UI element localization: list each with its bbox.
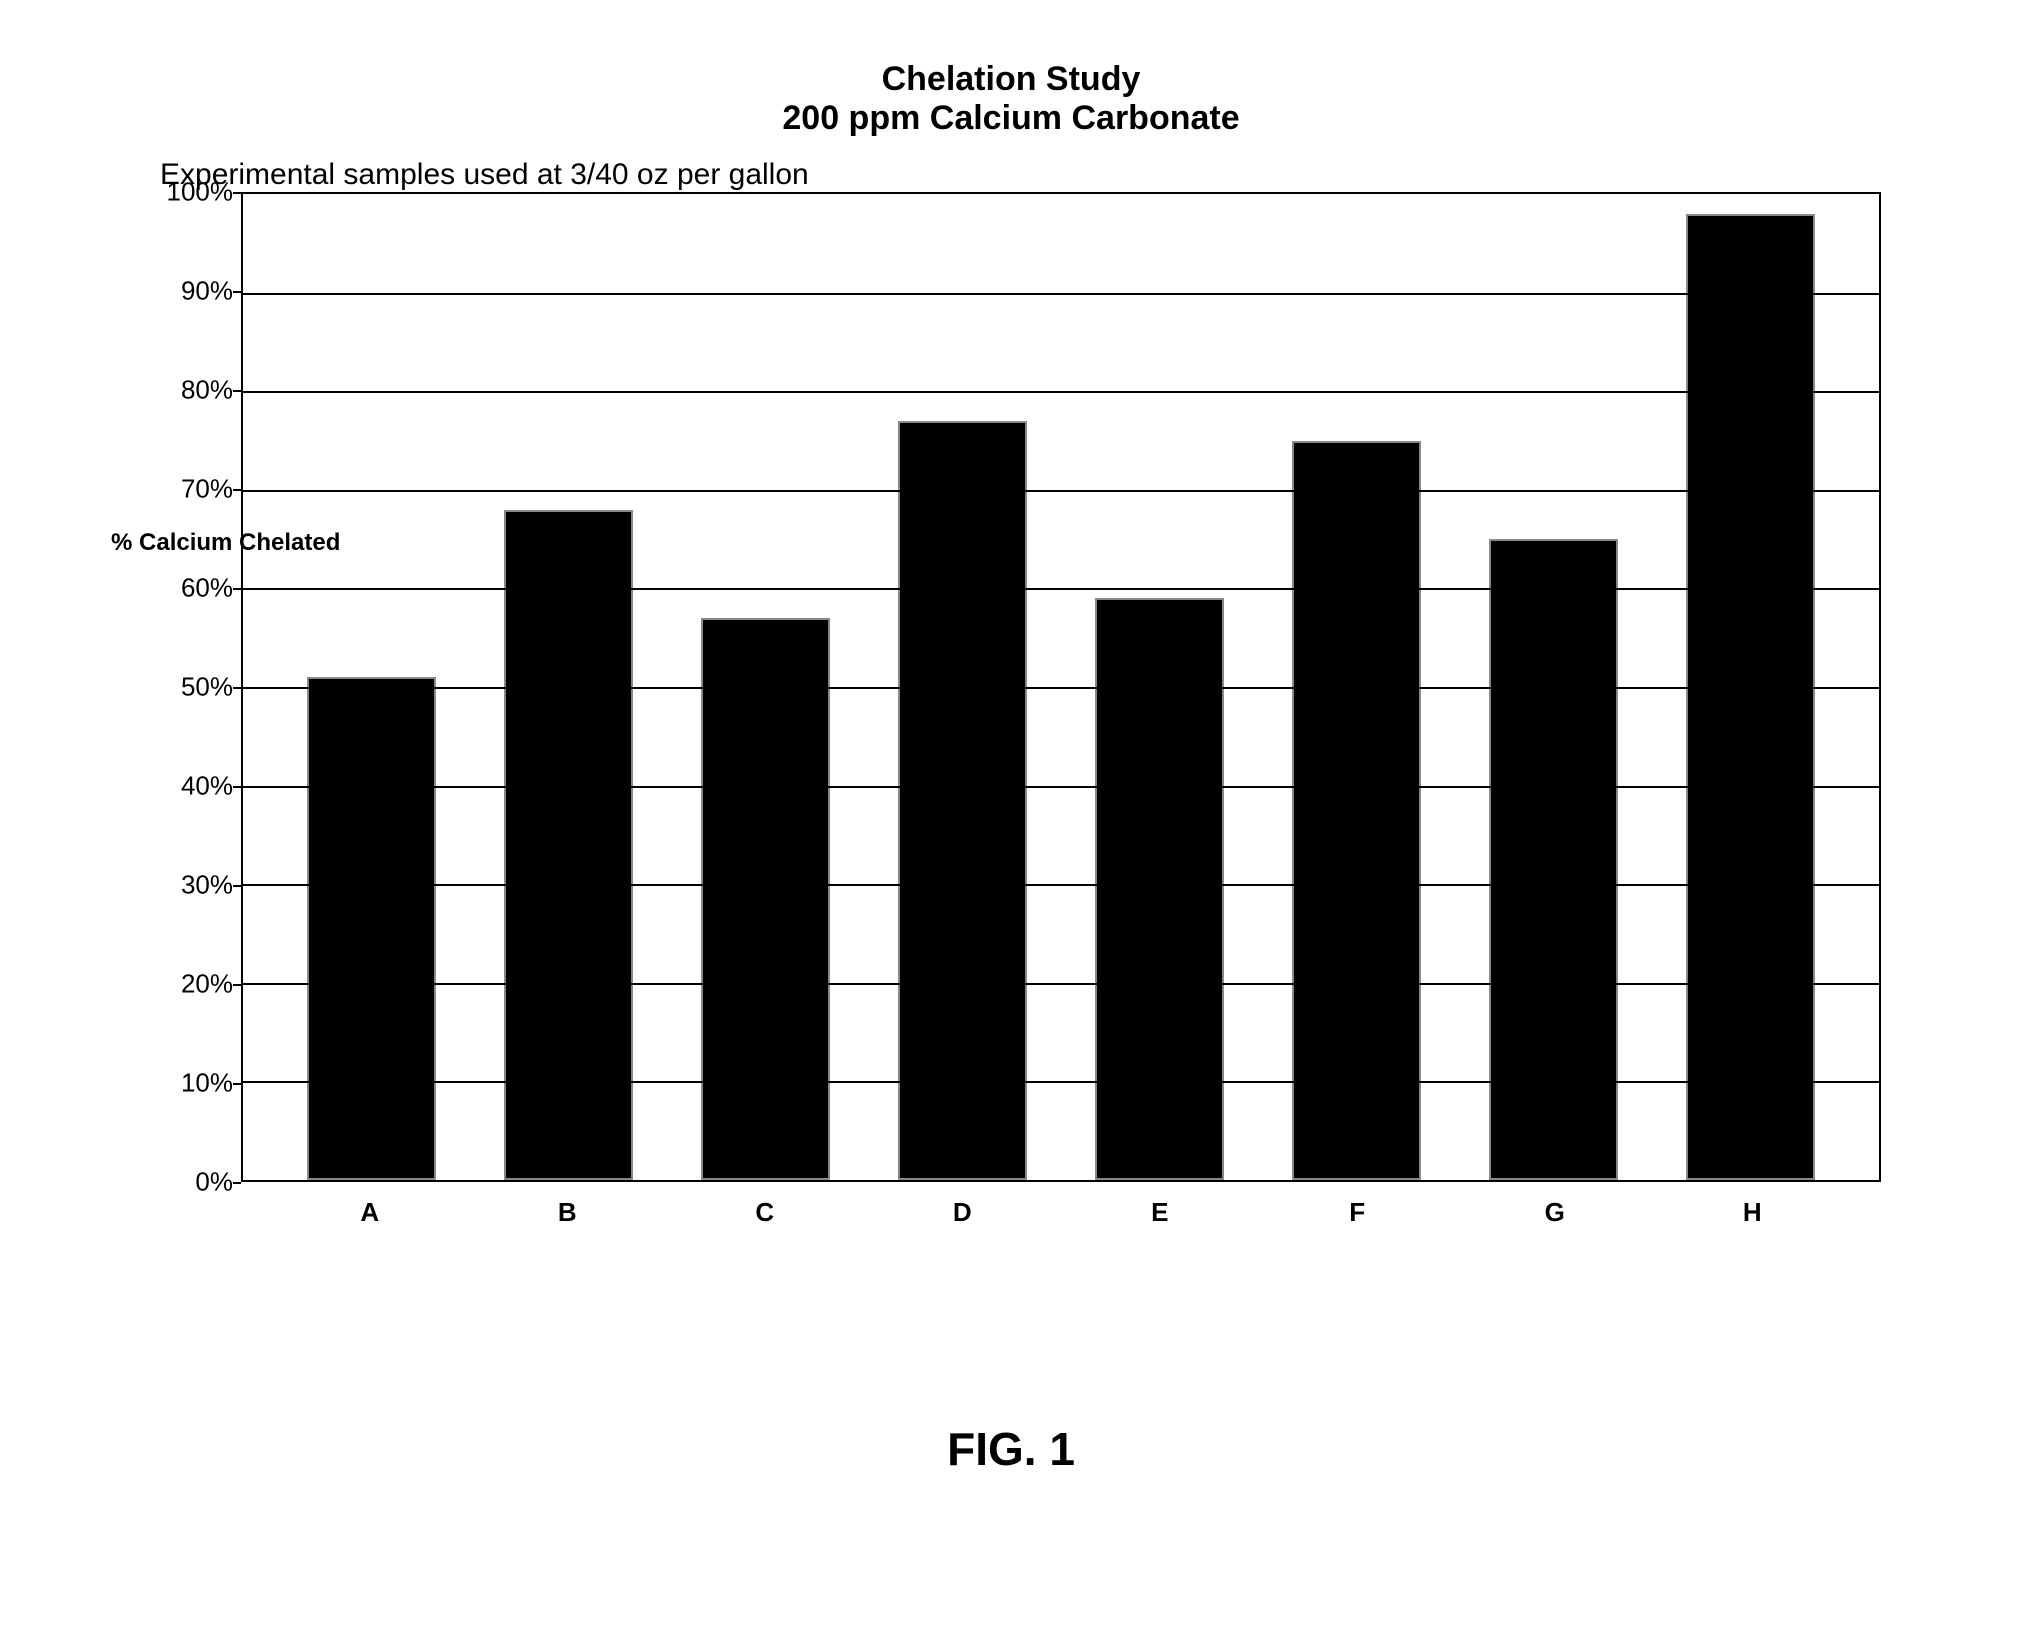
gridline [243, 786, 1879, 788]
chart-container: Chelation Study 200 ppm Calcium Carbonat… [0, 0, 2022, 1536]
x-axis-labels: ABCDEFGH [241, 1182, 1881, 1242]
y-tick-label: 70% [181, 474, 233, 505]
y-tick-mark [233, 1182, 241, 1184]
gridline [243, 983, 1879, 985]
bar [1489, 539, 1617, 1180]
bar [504, 510, 632, 1180]
y-tick-label: 40% [181, 771, 233, 802]
bar [307, 677, 435, 1180]
plot-area [241, 192, 1881, 1182]
x-tick-label: C [666, 1182, 864, 1242]
x-tick-label: B [469, 1182, 667, 1242]
figure-label: FIG. 1 [80, 1422, 1942, 1476]
gridline [243, 1081, 1879, 1083]
bar [1095, 598, 1223, 1180]
y-tick-mark [233, 984, 241, 986]
y-tick-mark [233, 1083, 241, 1085]
y-tick-label: 30% [181, 870, 233, 901]
x-tick-label: H [1654, 1182, 1852, 1242]
y-tick-mark [233, 390, 241, 392]
gridline [243, 687, 1879, 689]
y-tick-label: 20% [181, 969, 233, 1000]
x-tick-label: F [1259, 1182, 1457, 1242]
y-tick-label: 60% [181, 573, 233, 604]
y-tick-label: 50% [181, 672, 233, 703]
y-axis-label: % Calcium Chelated [111, 529, 340, 557]
chart-subtitle: Experimental samples used at 3/40 oz per… [160, 158, 1942, 192]
chart-title-line2: 200 ppm Calcium Carbonate [80, 99, 1942, 138]
y-tick-mark [233, 489, 241, 491]
bar [1292, 441, 1420, 1181]
y-tick-mark [233, 786, 241, 788]
x-tick-label: G [1456, 1182, 1654, 1242]
y-tick-label: 90% [181, 276, 233, 307]
y-tick-mark [233, 192, 241, 194]
gridline [243, 884, 1879, 886]
y-tick-mark [233, 588, 241, 590]
gridline [243, 391, 1879, 393]
y-tick-mark [233, 885, 241, 887]
y-tick-label: 100% [167, 177, 234, 208]
y-tick-label: 10% [181, 1068, 233, 1099]
x-tick-label: D [864, 1182, 1062, 1242]
y-tick-label: 0% [195, 1167, 233, 1198]
chart-title-line1: Chelation Study [80, 60, 1942, 99]
gridline [243, 293, 1879, 295]
x-tick-label: E [1061, 1182, 1259, 1242]
gridline [243, 490, 1879, 492]
bar [701, 618, 829, 1180]
title-block: Chelation Study 200 ppm Calcium Carbonat… [80, 60, 1942, 138]
gridline [243, 588, 1879, 590]
y-tick-label: 80% [181, 375, 233, 406]
bar [1686, 214, 1814, 1180]
x-tick-label: A [271, 1182, 469, 1242]
y-tick-mark [233, 291, 241, 293]
chart-wrapper: ABCDEFGH 0%10%20%30%40%50%60%70%80%90%10… [111, 192, 1911, 1242]
bar [898, 421, 1026, 1180]
y-tick-mark [233, 687, 241, 689]
